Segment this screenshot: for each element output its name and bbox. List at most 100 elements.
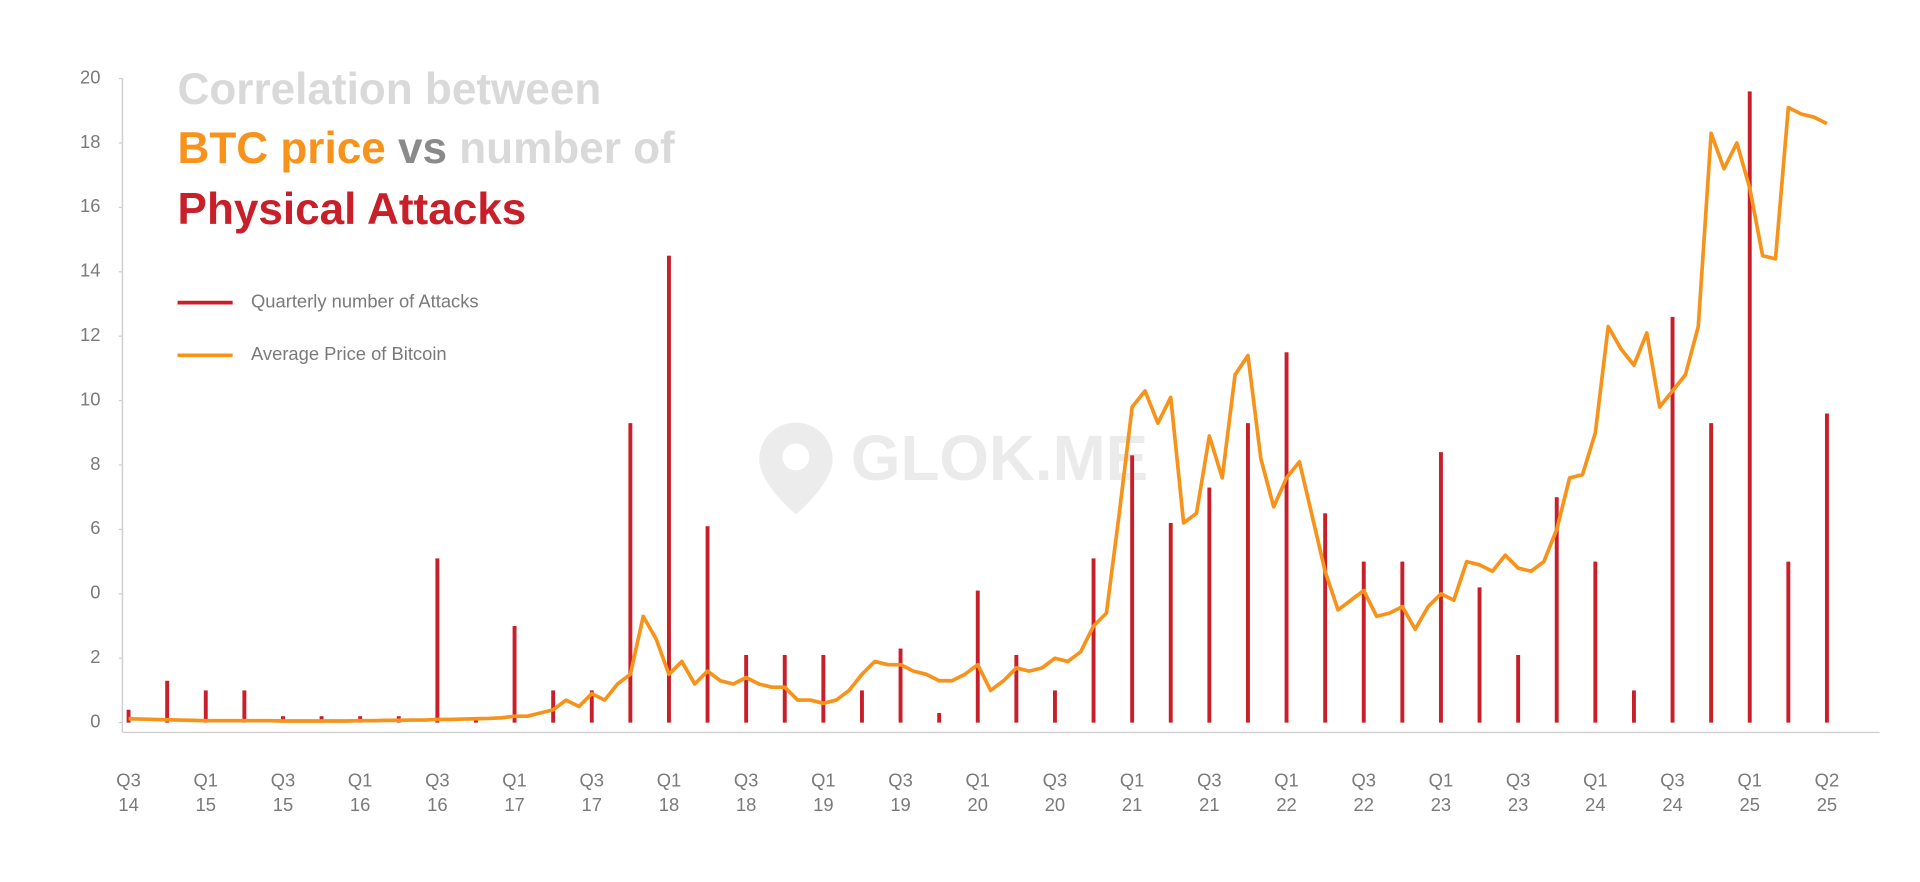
bar xyxy=(1824,413,1829,723)
x-tick-label: Q1 18 xyxy=(656,770,682,816)
bar xyxy=(126,709,131,723)
price-line xyxy=(128,105,1828,723)
y-tick-label: 14 xyxy=(80,260,100,281)
x-tick-label: Q3 16 xyxy=(425,770,450,816)
x-tick-holder: Q3 24 xyxy=(1660,770,1685,816)
watermark-pin-hole xyxy=(782,443,810,471)
bar xyxy=(1323,513,1328,723)
y-tick-label: 6 xyxy=(90,517,100,538)
y-tick-label: 10 xyxy=(80,388,100,409)
bar xyxy=(859,690,864,723)
y-tick-label: 2 xyxy=(90,646,100,667)
bar xyxy=(1670,316,1675,723)
x-tick-holder: Q1 18 xyxy=(656,770,682,816)
chart-title-part: number of xyxy=(459,123,675,172)
bar xyxy=(1516,655,1521,723)
y-tick-label: 8 xyxy=(90,453,100,474)
x-tick-holder: Q1 21 xyxy=(1119,770,1145,816)
bar xyxy=(821,655,826,723)
bar xyxy=(1786,561,1791,723)
bar xyxy=(898,648,903,723)
x-tick-holder: Q3 19 xyxy=(888,770,913,816)
x-tick-holder: Q1 15 xyxy=(193,770,218,816)
x-tick-label: Q1 17 xyxy=(502,770,527,816)
bar xyxy=(1631,690,1636,723)
y-tick-label: 20 xyxy=(80,66,100,87)
bar xyxy=(165,680,170,723)
y-tick-label: 16 xyxy=(80,195,100,216)
bar xyxy=(1245,423,1250,723)
bar xyxy=(1438,452,1443,723)
bar xyxy=(705,526,710,723)
x-tick-label: Q1 24 xyxy=(1583,770,1608,816)
x-tick-holder: Q2 25 xyxy=(1814,770,1840,816)
x-tick-holder: Q1 20 xyxy=(965,770,990,816)
chart-title-part: Physical Attacks xyxy=(178,185,527,234)
x-tick-label: Q3 17 xyxy=(579,770,604,816)
x-tick-label: Q3 15 xyxy=(270,770,296,816)
x-tick-label: Q1 23 xyxy=(1428,770,1454,816)
x-tick-label: Q3 20 xyxy=(1042,770,1068,816)
x-tick-holder: Q3 17 xyxy=(579,770,604,816)
x-tick-holder: Q3 14 xyxy=(116,770,141,816)
x-tick-label: Q1 25 xyxy=(1737,770,1762,816)
x-tick-label: Q1 21 xyxy=(1119,770,1145,816)
bar xyxy=(744,655,749,723)
bar xyxy=(242,690,247,723)
watermark-icon xyxy=(759,422,833,515)
legend-label: Average Price of Bitcoin xyxy=(251,343,447,364)
bar xyxy=(1207,487,1212,723)
bar xyxy=(474,719,478,723)
x-tick-holder: Q3 23 xyxy=(1505,770,1531,816)
bar xyxy=(589,690,594,723)
x-tick-holder: Q1 23 xyxy=(1428,770,1454,816)
x-tick-label: Q3 19 xyxy=(888,770,913,816)
bar xyxy=(1130,455,1135,723)
x-tick-label: Q2 25 xyxy=(1814,770,1840,816)
y-tick-label: 0 xyxy=(90,710,100,731)
chart-title-line: Physical Attacks xyxy=(178,185,527,234)
bar xyxy=(435,558,440,723)
bar xyxy=(1400,561,1405,723)
x-tick-label: Q3 24 xyxy=(1660,770,1685,816)
chart-title-line: BTC price vs number of xyxy=(178,123,676,172)
x-tick-label: Q3 23 xyxy=(1505,770,1531,816)
bar xyxy=(667,255,671,723)
x-tick-holder: Q1 24 xyxy=(1583,770,1608,816)
x-tick-holder: Q3 20 xyxy=(1042,770,1068,816)
x-tick-holder: Q3 18 xyxy=(734,770,759,816)
x-tick-label: Q1 20 xyxy=(965,770,990,816)
y-tick-label: 18 xyxy=(80,131,100,152)
bar xyxy=(1747,91,1752,723)
x-tick-holder: Q1 22 xyxy=(1274,770,1299,816)
x-tick-label: Q1 16 xyxy=(347,770,373,816)
chart-title-part: vs xyxy=(398,123,447,172)
bar xyxy=(1709,423,1714,723)
bar xyxy=(1168,522,1173,723)
x-tick-holder: Q3 15 xyxy=(270,770,296,816)
x-tick-holder: Q3 21 xyxy=(1197,770,1222,816)
x-tick-holder: Q1 25 xyxy=(1737,770,1762,816)
bar xyxy=(551,690,556,723)
x-tick-label: Q3 22 xyxy=(1351,770,1376,816)
bar xyxy=(1014,655,1019,723)
bar xyxy=(937,712,942,723)
bar xyxy=(1593,561,1598,723)
x-tick-label: Q3 14 xyxy=(116,770,141,816)
chart-title-part: Correlation between xyxy=(178,65,602,114)
chart-title-part: BTC price xyxy=(178,123,386,172)
x-tick-holder: Q1 19 xyxy=(811,770,836,816)
bar xyxy=(1052,690,1057,723)
x-tick-label: Q1 15 xyxy=(193,770,218,816)
x-tick-holder: Q1 17 xyxy=(502,770,527,816)
y-tick-label: 12 xyxy=(80,324,100,345)
legend-label: Quarterly number of Attacks xyxy=(251,290,479,311)
y-tick-label: 0 xyxy=(90,582,100,603)
bar xyxy=(975,590,980,723)
bar xyxy=(1091,558,1096,723)
bar xyxy=(1554,497,1559,723)
bar xyxy=(628,423,633,723)
bar xyxy=(1284,352,1289,723)
bar xyxy=(512,626,517,723)
